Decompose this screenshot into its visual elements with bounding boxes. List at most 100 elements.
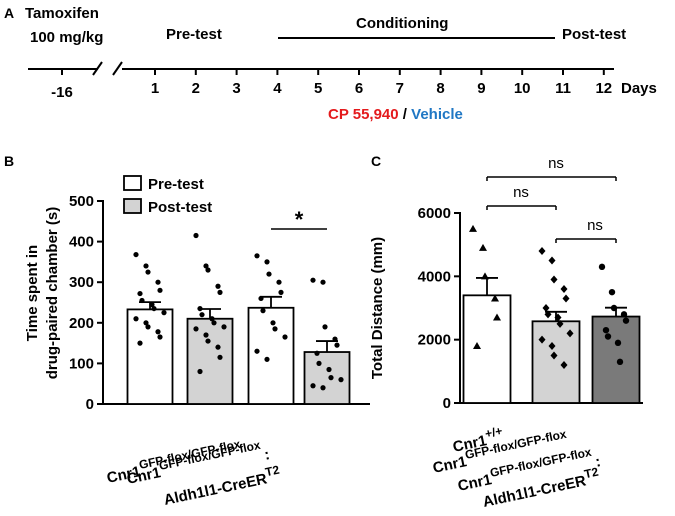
- b-data-point: [254, 348, 260, 354]
- b-data-point: [203, 332, 209, 338]
- c-bar-0: [462, 294, 512, 404]
- b-data-point: [260, 308, 266, 314]
- b-data-point: [254, 253, 260, 259]
- b-data-point: [139, 297, 145, 304]
- b-data-point: [215, 283, 221, 289]
- c-data-point: [608, 288, 616, 296]
- b-data-point: [161, 310, 167, 316]
- b-bars: [126, 295, 351, 405]
- b-data-point: [149, 301, 155, 308]
- c-data-point: [562, 294, 570, 303]
- c-bar-2: [591, 315, 641, 404]
- c-data-point: [538, 335, 546, 344]
- c-data-point: [620, 311, 628, 318]
- b-data-point: [133, 316, 139, 322]
- b-data-point: [266, 271, 272, 277]
- c-group-label-1: Cnr1+/+: [450, 424, 505, 456]
- panel-b: B Time spent in drug-paired chamber (s) …: [4, 153, 370, 509]
- b-data-point: [276, 279, 282, 285]
- b-y-tick-label: 400: [69, 234, 94, 251]
- pretest-label: Pre-test: [166, 26, 222, 43]
- day-label-10: 10: [514, 80, 531, 97]
- b-data-point: [145, 324, 151, 330]
- b-data-point: [316, 360, 322, 366]
- b-legend: Pre-test Post-test: [123, 175, 212, 216]
- b-data-point: [205, 267, 211, 273]
- c-data-point: [602, 326, 610, 334]
- c-data-point: [610, 304, 618, 312]
- c-data-point: [538, 247, 546, 255]
- b-data-point: [334, 342, 340, 348]
- b-data-point: [133, 251, 139, 258]
- b-data-point: [203, 263, 209, 269]
- b-bar-post-test-0: [186, 317, 234, 405]
- day-label-8: 8: [436, 80, 444, 97]
- b-data-point: [282, 334, 288, 340]
- panel-b-label: B: [4, 153, 14, 169]
- b-data-point: [264, 356, 270, 362]
- b-data-point: [338, 377, 344, 383]
- b-data-point: [217, 289, 223, 295]
- c-data-point: [481, 272, 489, 280]
- day-label-5: 5: [314, 80, 322, 97]
- b-data-point: [193, 232, 199, 239]
- day-label-7: 7: [396, 80, 404, 97]
- tamoxifen-label: Tamoxifen: [25, 5, 99, 22]
- panel-c-label: C: [371, 153, 381, 169]
- b-data-point: [155, 279, 161, 285]
- b-y-tick-label: 0: [86, 396, 94, 413]
- c-comparison-label: ns: [587, 217, 603, 234]
- b-data-point: [145, 269, 151, 275]
- b-data-point: [258, 295, 264, 302]
- c-comparison-label: ns: [548, 155, 564, 172]
- b-data-point: [314, 350, 320, 356]
- c-y-tick-label: 2000: [418, 332, 451, 349]
- b-data-point: [221, 324, 227, 330]
- c-data-point: [566, 329, 574, 338]
- b-data-point: [320, 385, 326, 391]
- c-data-point: [548, 256, 556, 265]
- c-points: [469, 224, 630, 369]
- c-y-tick-label: 6000: [418, 205, 451, 222]
- b-y-tick-label: 200: [69, 315, 94, 332]
- c-data-point: [550, 351, 558, 360]
- panel-a-label: A: [4, 5, 14, 21]
- b-data-point: [143, 263, 149, 269]
- b-y-tick-label: 500: [69, 193, 94, 210]
- day-label-1: 1: [151, 80, 159, 97]
- b-data-point: [199, 312, 205, 318]
- b-data-point: [157, 287, 163, 293]
- c-data-point: [560, 361, 568, 369]
- panel-a: A Tamoxifen 100 mg/kg Pre-test Condition…: [4, 5, 657, 123]
- b-data-point: [310, 383, 316, 389]
- b-data-point: [320, 279, 326, 285]
- b-data-point: [157, 334, 163, 340]
- day-label-3: 3: [232, 80, 240, 97]
- legend-swatch-posttest: [123, 198, 142, 214]
- b-data-point: [272, 326, 278, 332]
- day-label-9: 9: [477, 80, 485, 97]
- treatment-caption: CP 55,940 / Vehicle: [328, 106, 463, 123]
- posttest-label: Post-test: [562, 26, 626, 43]
- y-axis-label-line2: drug-paired chamber (s): [44, 207, 61, 380]
- b-data-point: [193, 326, 199, 332]
- c-y-tick-label: 4000: [418, 268, 451, 285]
- c-data-point: [598, 263, 606, 271]
- c-axes: 0 2000 4000 6000: [418, 205, 643, 412]
- b-data-point: [264, 259, 270, 265]
- c-data-point: [493, 313, 501, 321]
- c-y-tick-label: 0: [443, 395, 451, 412]
- b-data-point: [209, 316, 215, 322]
- b-data-point: [326, 366, 332, 373]
- b-data-point: [155, 329, 161, 335]
- b-data-point: [278, 289, 284, 295]
- b-data-point: [310, 277, 316, 283]
- c-data-point: [560, 285, 568, 293]
- day-label-4: 4: [273, 80, 282, 97]
- day-label-12: 12: [595, 80, 612, 97]
- c-data-point: [614, 339, 622, 347]
- b-y-tick-label: 100: [69, 355, 94, 372]
- dose-label: 100 mg/kg: [30, 29, 103, 46]
